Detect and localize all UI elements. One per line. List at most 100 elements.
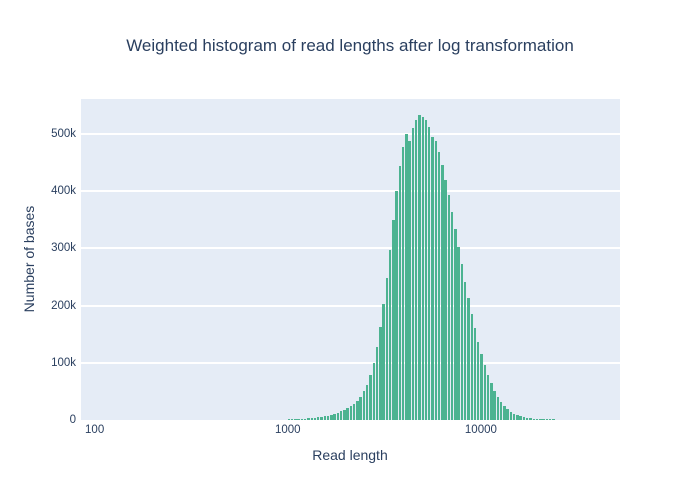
histogram-bar (323, 416, 326, 420)
histogram-bar (343, 409, 346, 420)
histogram-bar (431, 136, 434, 420)
histogram-bar (310, 418, 313, 420)
y-tick-label-500k: 500k (51, 127, 76, 140)
histogram-bar (532, 418, 535, 420)
histogram-bar (395, 191, 398, 420)
histogram-bar (441, 165, 444, 420)
histogram-bar (493, 390, 496, 420)
histogram-bar (526, 417, 529, 420)
histogram-bar (287, 419, 291, 420)
histogram-bar (545, 419, 549, 420)
histogram-bar (542, 419, 545, 420)
histogram-bar (336, 412, 340, 420)
histogram-bar (408, 140, 411, 420)
y-gridline-100k (81, 361, 620, 364)
histogram-bar (307, 418, 310, 420)
histogram-bar (522, 417, 526, 420)
histogram-bar (509, 411, 513, 420)
histogram-bar (303, 418, 307, 420)
histogram-bar (313, 417, 317, 420)
histogram-bar (352, 403, 356, 420)
histogram-bar (454, 228, 457, 420)
histogram-bar (480, 354, 483, 420)
histogram-bar (349, 406, 353, 420)
histogram-bar (421, 116, 424, 420)
histogram-bar (284, 419, 287, 420)
histogram-bar (447, 195, 451, 420)
histogram-bar (552, 419, 555, 420)
histogram-bar (320, 416, 323, 420)
histogram-bar (444, 179, 447, 420)
histogram-bar (519, 416, 522, 420)
y-tick-label-300k: 300k (51, 242, 76, 255)
histogram-bar (499, 402, 503, 420)
y-gridline-500k (81, 132, 620, 135)
histogram-bar (398, 165, 402, 420)
histogram-bar (486, 374, 490, 420)
histogram-bar (450, 211, 454, 420)
histogram-bar (385, 278, 389, 420)
y-tick-label-200k: 200k (51, 299, 76, 312)
x-tick-label-1000: 1000 (274, 424, 301, 436)
histogram-bar (392, 219, 395, 420)
histogram-bar (300, 418, 304, 420)
histogram-bar (424, 120, 428, 420)
histogram-bar (297, 419, 300, 420)
y-gridline-300k (81, 247, 620, 250)
histogram-bar (418, 115, 421, 420)
x-tick-label-100: 100 (85, 424, 105, 436)
figure-title: Weighted histogram of read lengths after… (126, 36, 574, 55)
histogram-bar (467, 298, 470, 420)
y-tick-label-0: 0 (69, 414, 76, 426)
histogram-bar (506, 409, 509, 420)
histogram-bar (512, 413, 516, 420)
histogram-bar (477, 341, 480, 420)
histogram-bar (437, 152, 441, 420)
histogram-bar (470, 313, 473, 420)
y-tick-label-100k: 100k (51, 356, 76, 369)
histogram-bar (414, 119, 418, 420)
histogram-bar (473, 328, 477, 420)
x-tick-label-10000: 10000 (464, 424, 497, 436)
histogram-bar (548, 419, 552, 420)
histogram-bar (401, 146, 405, 420)
histogram-bar (516, 415, 519, 420)
histogram-bar (333, 413, 336, 420)
histogram-bar (379, 327, 382, 420)
histogram-bar (457, 246, 460, 420)
histogram-bar (317, 417, 320, 420)
histogram-bar (362, 391, 366, 420)
y-gridline-400k (81, 190, 620, 193)
histogram-bar (496, 397, 500, 420)
plot-area[interactable] (81, 99, 620, 420)
histogram-bar (359, 396, 362, 420)
x-axis-title: Read length (312, 447, 388, 463)
histogram-bar (535, 418, 539, 420)
histogram-bar (405, 133, 408, 420)
histogram-bar (356, 400, 359, 420)
histogram-bar (490, 383, 493, 420)
histogram-bar (434, 141, 438, 420)
histogram-bar (483, 365, 486, 420)
histogram-bar (372, 362, 375, 420)
histogram-bar (339, 411, 343, 420)
histogram-bar (539, 419, 542, 420)
histogram-bar (460, 264, 464, 420)
histogram-bar (428, 127, 431, 420)
histogram-bar (411, 128, 415, 420)
histogram-bar (330, 414, 333, 420)
histogram-bar (382, 304, 385, 420)
histogram-bar (294, 419, 297, 420)
histogram-bar (346, 408, 349, 420)
histogram-bar (503, 406, 506, 420)
histogram-bar (529, 418, 532, 420)
histogram-bar (375, 346, 379, 420)
histogram-bar (369, 375, 372, 420)
histogram-bar (366, 384, 369, 420)
histogram-bar (388, 249, 392, 420)
histogram-bar (290, 419, 294, 420)
histogram-bar (326, 415, 330, 420)
histogram-bar (463, 281, 467, 420)
y-tick-label-400k: 400k (51, 185, 76, 198)
